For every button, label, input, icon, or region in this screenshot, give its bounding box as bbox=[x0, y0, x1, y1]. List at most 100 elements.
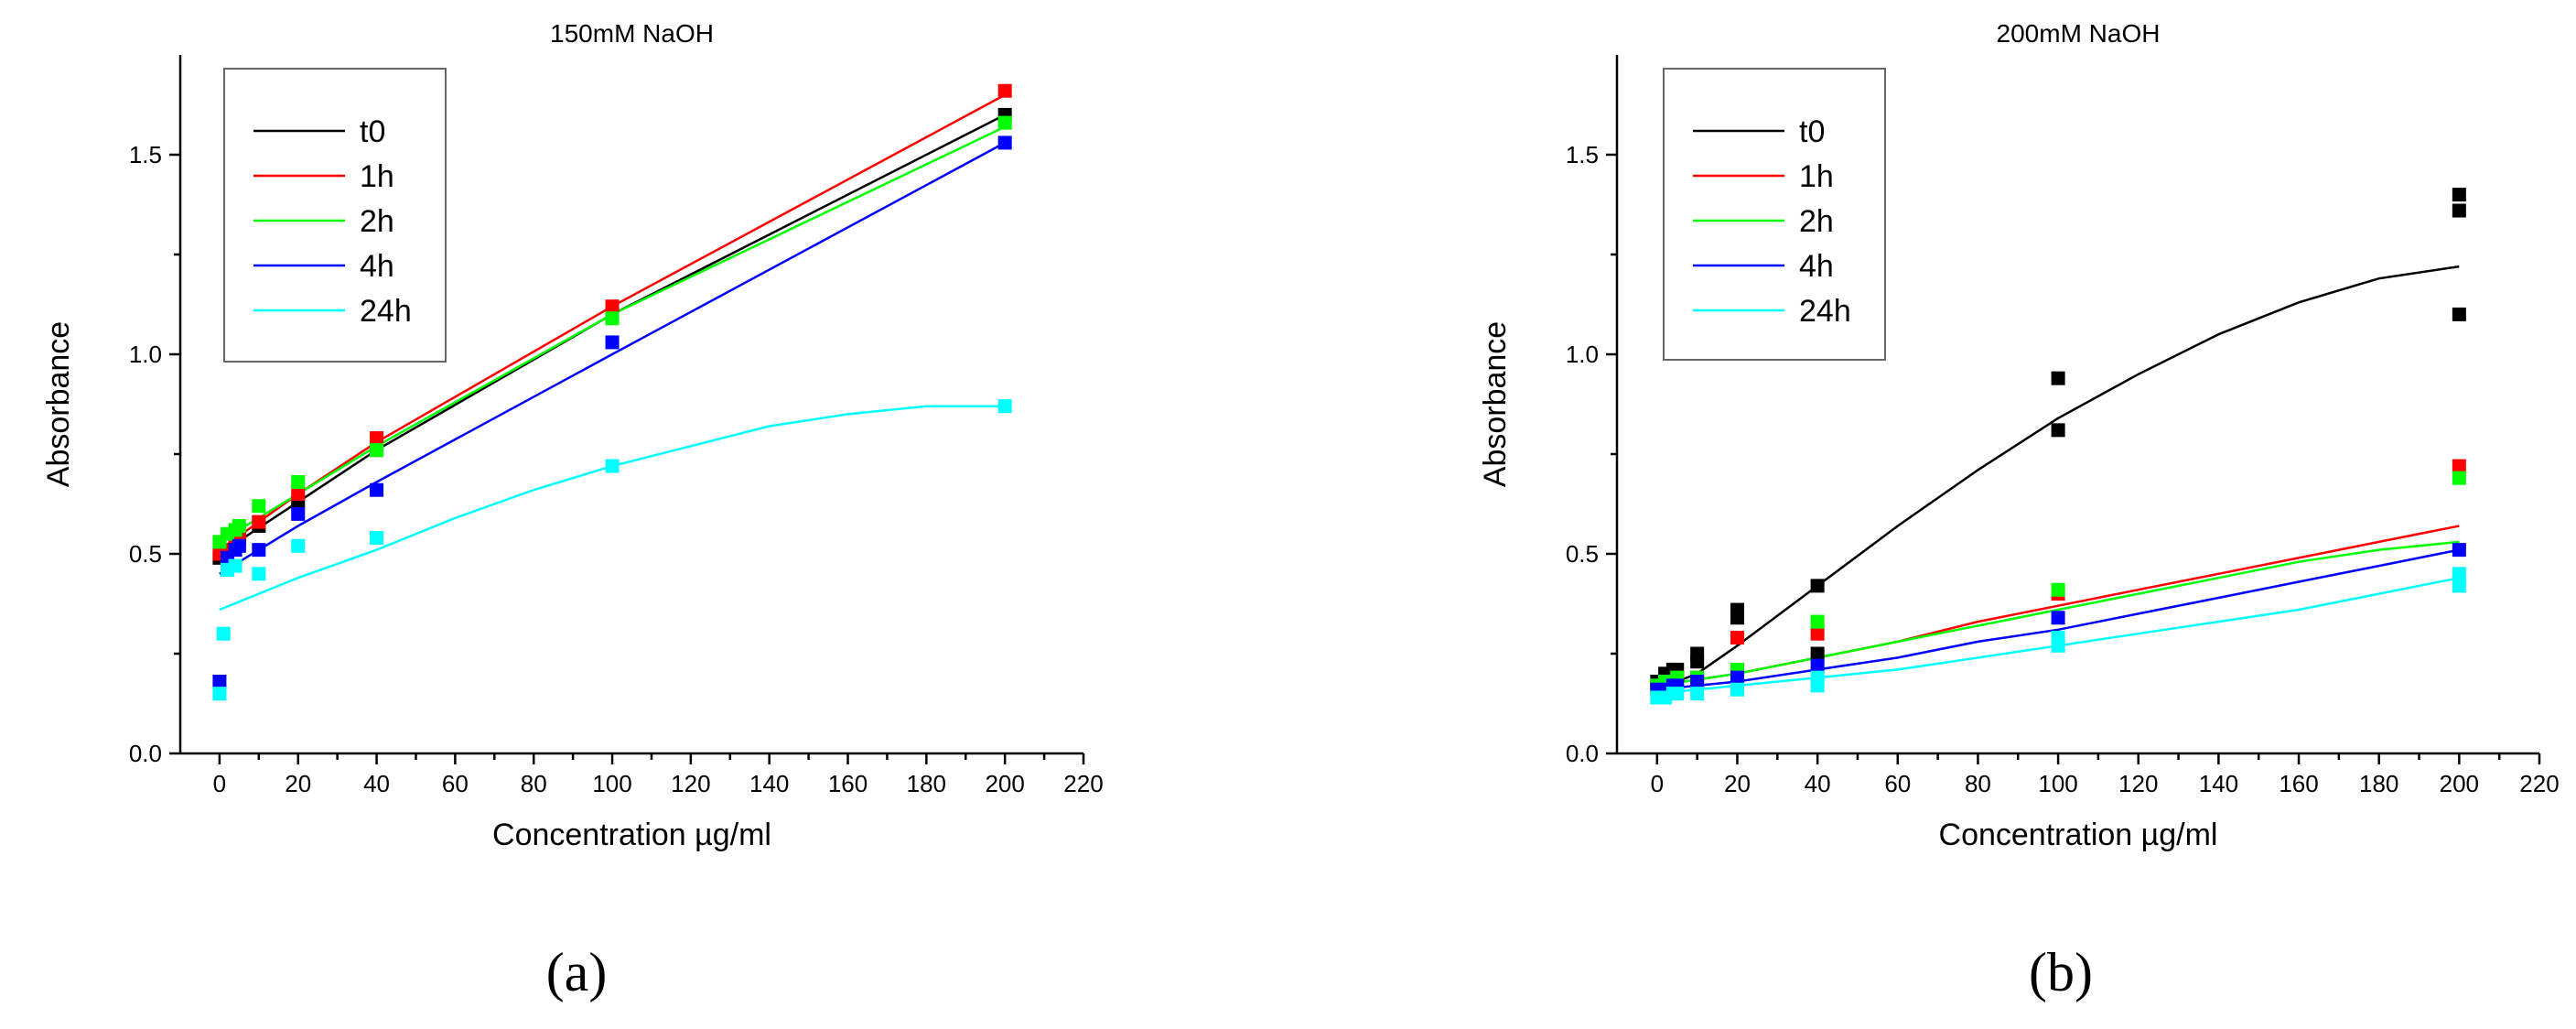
y-tick-label: 1.0 bbox=[129, 341, 162, 368]
data-point-1h bbox=[1730, 631, 1744, 644]
y-axis-label: Absorbance bbox=[41, 321, 76, 487]
data-point-24h bbox=[2452, 579, 2466, 592]
data-point-4h bbox=[2452, 543, 2466, 557]
data-point-1h bbox=[998, 84, 1012, 98]
legend-box bbox=[1664, 69, 1885, 360]
y-tick-label: 0.5 bbox=[1566, 540, 1599, 568]
y-tick-label: 1.5 bbox=[129, 141, 162, 168]
x-tick-label: 200 bbox=[985, 770, 1024, 797]
data-point-24h bbox=[606, 460, 620, 473]
x-tick-label: 100 bbox=[2038, 770, 2077, 797]
data-point-1h bbox=[2452, 460, 2466, 473]
chart-title: 200mM NaOH bbox=[1997, 19, 2161, 48]
data-point-4h bbox=[606, 335, 620, 349]
x-tick-label: 20 bbox=[285, 770, 311, 797]
y-tick-label: 1.0 bbox=[1566, 341, 1599, 368]
x-tick-label: 0 bbox=[1651, 770, 1664, 797]
data-point-24h bbox=[2452, 567, 2466, 580]
data-point-2h bbox=[998, 116, 1012, 130]
x-tick-label: 180 bbox=[907, 770, 946, 797]
x-tick-label: 60 bbox=[1884, 770, 1911, 797]
x-tick-label: 40 bbox=[363, 770, 390, 797]
data-point-2h bbox=[1811, 615, 1825, 629]
data-point-2h bbox=[2052, 583, 2065, 597]
x-tick-label: 200 bbox=[2440, 770, 2479, 797]
data-point-t0 bbox=[2052, 372, 2065, 385]
data-point-24h bbox=[2052, 631, 2065, 644]
legend-label-2h: 2h bbox=[360, 204, 394, 239]
data-point-4h bbox=[370, 483, 383, 497]
fit-line-1h bbox=[1657, 526, 2460, 686]
data-point-t0 bbox=[1811, 579, 1825, 592]
data-point-1h bbox=[1811, 627, 1825, 641]
data-point-2h bbox=[370, 443, 383, 457]
y-tick-label: 1.5 bbox=[1566, 141, 1599, 168]
x-tick-label: 160 bbox=[2279, 770, 2318, 797]
data-point-4h bbox=[232, 539, 246, 553]
panel-label: (b) bbox=[2029, 942, 2093, 1002]
data-point-2h bbox=[2452, 471, 2466, 485]
data-point-24h bbox=[252, 567, 265, 580]
x-axis-label: Concentration µg/ml bbox=[1939, 818, 2218, 852]
x-tick-label: 80 bbox=[1965, 770, 1991, 797]
data-point-24h bbox=[1730, 683, 1744, 697]
legend: t0 1h 2h 4h 24h bbox=[224, 69, 446, 362]
data-point-24h bbox=[998, 399, 1012, 413]
data-point-4h bbox=[1811, 659, 1825, 673]
data-point-24h bbox=[370, 531, 383, 545]
x-tick-label: 0 bbox=[213, 770, 226, 797]
x-tick-label: 220 bbox=[1063, 770, 1103, 797]
x-tick-label: 100 bbox=[592, 770, 631, 797]
data-point-2h bbox=[252, 499, 265, 513]
legend-label-24h: 24h bbox=[1799, 294, 1851, 329]
data-point-24h bbox=[217, 627, 231, 641]
legend: t0 1h 2h 4h 24h bbox=[1664, 69, 1885, 360]
panel-label: (a) bbox=[546, 942, 608, 1002]
legend-label-24h: 24h bbox=[360, 294, 412, 329]
data-point-t0 bbox=[1690, 647, 1704, 661]
x-axis-label: Concentration µg/ml bbox=[492, 818, 771, 852]
data-point-t0 bbox=[2052, 423, 2065, 437]
x-tick-label: 220 bbox=[2519, 770, 2559, 797]
legend-box bbox=[224, 69, 446, 362]
data-point-4h bbox=[252, 543, 265, 557]
data-point-t0 bbox=[2452, 308, 2466, 321]
data-point-t0 bbox=[1811, 647, 1825, 661]
data-point-24h bbox=[229, 559, 243, 573]
x-tick-label: 80 bbox=[521, 770, 547, 797]
data-point-1h bbox=[370, 431, 383, 445]
data-point-4h bbox=[212, 675, 226, 688]
figure: 150mM NaOH0.00.51.01.50 20 40 60 80 100 120 140… bbox=[0, 0, 2576, 1029]
data-point-2h bbox=[232, 519, 246, 533]
x-tick-label: 120 bbox=[671, 770, 710, 797]
data-point-4h bbox=[998, 135, 1012, 149]
data-point-4h bbox=[291, 507, 305, 521]
chart-panel-a: 150mM NaOH 0.0 0.5 1.0 1.5 0 20 40 60 80 100 120 140… bbox=[41, 19, 1104, 1002]
data-point-4h bbox=[2052, 611, 2065, 624]
data-point-24h bbox=[1670, 687, 1684, 700]
x-tick-label: 140 bbox=[2199, 770, 2238, 797]
legend-label-t0: t0 bbox=[360, 114, 385, 149]
data-point-t0 bbox=[2452, 188, 2466, 201]
data-point-1h bbox=[606, 299, 620, 313]
data-point-4h bbox=[1690, 675, 1704, 688]
legend-label-1h: 1h bbox=[1799, 159, 1834, 194]
data-point-4h bbox=[1730, 671, 1744, 685]
legend-label-t0: t0 bbox=[1799, 114, 1825, 149]
fit-line-24h bbox=[220, 406, 1005, 610]
data-point-2h bbox=[291, 475, 305, 489]
chart-panel-b: 200mM NaOH 0.0 0.5 1.0 1.5 0 20 40 60 80 100 120 140… bbox=[1478, 19, 2560, 1002]
legend-label-1h: 1h bbox=[360, 159, 394, 194]
x-tick-label: 160 bbox=[828, 770, 868, 797]
x-tick-label: 180 bbox=[2359, 770, 2398, 797]
data-point-24h bbox=[1811, 671, 1825, 685]
x-tick-label: 20 bbox=[1724, 770, 1751, 797]
data-point-24h bbox=[1690, 687, 1704, 700]
data-point-1h bbox=[291, 487, 305, 501]
y-axis-label: Absorbance bbox=[1478, 321, 1513, 487]
y-tick-label: 0.0 bbox=[129, 740, 162, 767]
data-point-t0 bbox=[2452, 204, 2466, 218]
data-point-1h bbox=[252, 515, 265, 529]
data-point-t0 bbox=[1730, 603, 1744, 617]
legend-label-4h: 4h bbox=[1799, 249, 1834, 284]
